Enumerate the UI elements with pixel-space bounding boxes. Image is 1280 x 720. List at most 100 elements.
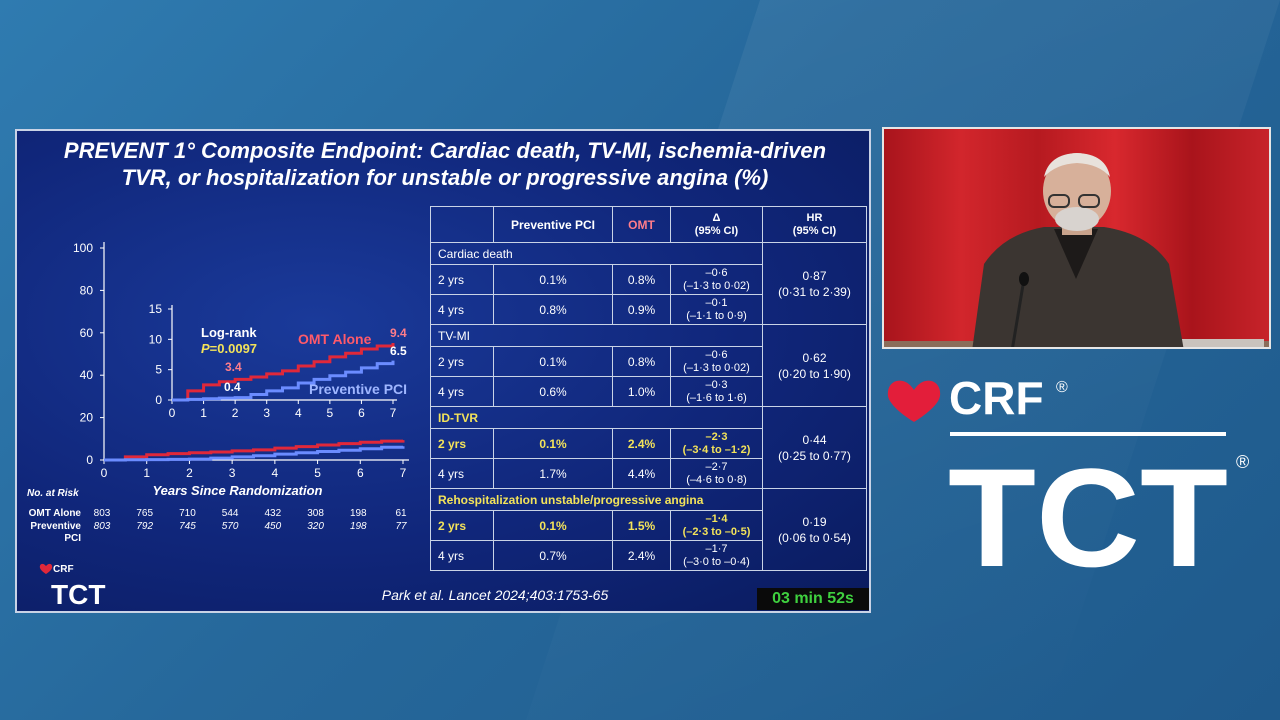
main-y-tick-label: 100 [73, 241, 93, 255]
pci-end-label: 6.5 [390, 344, 407, 358]
omt-value: 1.0% [612, 376, 671, 407]
section-label: TV-MI [430, 324, 763, 347]
row-label: 4 yrs [430, 376, 494, 407]
main-y-tick-label: 0 [86, 453, 93, 467]
row-label: 4 yrs [430, 294, 494, 325]
main-x-tick-label: 4 [272, 466, 279, 480]
table-row: 2 yrs 0.1% 1.5% –1·4 (–2·3 to –0·5) [430, 510, 867, 541]
brand-tct-reg: ® [1236, 452, 1249, 472]
delta-value: –0·6 (–1·3 to 0·02) [670, 346, 763, 377]
delta-value: –0·1 (–1·1 to 0·9) [670, 294, 763, 325]
inset-series-line-1 [172, 360, 395, 402]
inset-x-tick-label: 0 [169, 406, 176, 420]
table-section-row: ID-TVR 0·44 (0·25 to 0·77) [430, 406, 867, 489]
speaker-video [882, 127, 1271, 349]
p-value: P=0.0097 [201, 341, 257, 356]
section-label: Cardiac death [430, 242, 763, 265]
hazard-ratio-cell: 0·44 (0·25 to 0·77) [762, 406, 867, 489]
slide-logo-crf: CRF [53, 564, 74, 575]
row-label: 2 yrs [430, 346, 494, 377]
pci-value: 0.8% [493, 294, 613, 325]
omt-2yr-label: 3.4 [225, 360, 242, 374]
table-section-row: TV-MI 0·62 (0·20 to 1·90) [430, 324, 867, 407]
brand-crf: CRF [949, 372, 1044, 424]
header-pci: Preventive PCI [493, 206, 613, 243]
omt-value: 4.4% [612, 458, 671, 489]
main-x-tick-label: 7 [400, 466, 407, 480]
omt-value: 0.8% [612, 264, 671, 295]
risk-table-value: 198 [350, 508, 367, 519]
risk-table-value: 450 [265, 521, 282, 532]
row-label: 4 yrs [430, 540, 494, 571]
logrank-label: Log-rank [201, 325, 257, 340]
risk-table-value: 570 [222, 521, 239, 532]
hazard-ratio-cell: 0·62 (0·20 to 1·90) [762, 324, 867, 407]
table-header-row: Preventive PCI OMT Δ (95% CI) HR (95% CI) [430, 206, 867, 243]
risk-table-value: 803 [94, 521, 111, 532]
main-y-tick-label: 40 [80, 368, 94, 382]
section-label: Rehospitalization unstable/progressive a… [430, 488, 763, 511]
pci-value: 0.1% [493, 428, 613, 459]
omt-value: 0.8% [612, 346, 671, 377]
row-label: 4 yrs [430, 458, 494, 489]
table-row: 2 yrs 0.1% 0.8% –0·6 (–1·3 to 0·02) [430, 264, 867, 295]
risk-table-value: 792 [136, 521, 153, 532]
inset-x-tick-label: 3 [263, 406, 270, 420]
timer-badge: 03 min 52s [757, 588, 869, 610]
brand-tct: TCT [948, 439, 1228, 578]
risk-table-value: 198 [350, 521, 367, 532]
citation: Park et al. Lancet 2024;403:1753-65 [381, 587, 609, 603]
inset-y-tick-label: 5 [155, 363, 162, 377]
tct-brand-logo: CRF ® TCT ® [887, 372, 1249, 578]
inset-x-tick-label: 5 [327, 406, 334, 420]
risk-table-value: 765 [136, 508, 153, 519]
hazard-ratio-cell: 0·19 (0·06 to 0·54) [762, 488, 867, 571]
slide-tct-logo: CRF TCT [39, 563, 105, 609]
inset-series-line-0 [172, 342, 395, 402]
slide-logo-tct: TCT [51, 579, 105, 609]
main-x-tick-label: 2 [186, 466, 193, 480]
inset-y-tick-label: 15 [149, 302, 163, 316]
inset-y-tick-label: 0 [155, 393, 162, 407]
risk-table-value: 308 [307, 508, 324, 519]
heart-icon [887, 380, 941, 422]
speaker-image [884, 153, 1269, 347]
pci-value: 0.6% [493, 376, 613, 407]
main-x-axis-label: Years Since Randomization [152, 483, 322, 498]
table-row: 4 yrs 0.6% 1.0% –0·3 (–1·6 to 1·6) [430, 376, 867, 407]
delta-value: –1·4 (–2·3 to –0·5) [670, 510, 763, 541]
omt-end-label: 9.4 [390, 326, 407, 340]
row-label: 2 yrs [430, 510, 494, 541]
risk-table-row-label: OMT Alone [29, 508, 82, 519]
omt-value: 2.4% [612, 540, 671, 571]
heart-icon [39, 563, 53, 574]
section-label: ID-TVR [430, 406, 763, 429]
delta-value: –2·7 (–4·6 to 0·8) [670, 458, 763, 489]
p-number: =0.0097 [210, 341, 257, 356]
row-label: 2 yrs [430, 264, 494, 295]
slide-title-line-1: PREVENT 1° Composite Endpoint: Cardiac d… [63, 138, 827, 163]
main-x-tick-label: 0 [101, 466, 108, 480]
header-blank [430, 206, 494, 243]
main-y-tick-label: 80 [80, 283, 94, 297]
omt-value: 0.9% [612, 294, 671, 325]
inset-x-tick-label: 1 [200, 406, 207, 420]
main-x-tick-label: 3 [229, 466, 236, 480]
main-y-tick-label: 20 [80, 411, 94, 425]
results-table: Preventive PCI OMT Δ (95% CI) HR (95% CI) Card… [430, 206, 867, 571]
slide-title: PREVENT 1° Composite Endpoint: Cardiac d… [17, 137, 869, 191]
table-section-row: Rehospitalization unstable/progressive a… [430, 488, 867, 571]
brand-crf-reg: ® [1056, 379, 1068, 396]
inset-x-tick-label: 6 [358, 406, 365, 420]
omt-value: 2.4% [612, 428, 671, 459]
inset-y-tick-label: 10 [149, 332, 163, 346]
series-label-omt: OMT Alone [298, 331, 372, 347]
pci-value: 0.1% [493, 346, 613, 377]
pci-2yr-label: 0.4 [224, 380, 241, 394]
risk-table-value: 745 [179, 521, 196, 532]
risk-table-row-label: Preventive [30, 521, 81, 532]
inset-x-tick-label: 2 [232, 406, 239, 420]
main-series-line-0 [104, 439, 405, 462]
main-x-tick-label: 6 [357, 466, 364, 480]
